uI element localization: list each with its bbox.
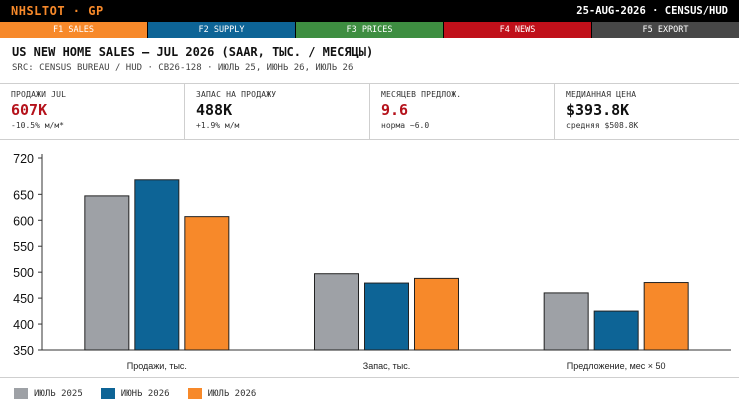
bar [414,277,459,351]
ticker-symbol: NHSLTOT · GP [11,4,104,18]
chart-legend: ИЮЛЬ 2025 ИЮНЬ 2026 ИЮЛЬ 2026 [0,377,739,409]
stat-months-supply: МЕСЯЦЕВ ПРЕДЛОЖ. 9.6 норма ~6.0 [370,84,555,139]
x-category-label: Запас, тыс. [363,361,410,371]
y-tick-label: 500 [13,266,34,280]
x-category-label: Продажи, тыс. [127,361,187,371]
legend-item: ИЮНЬ 2026 [100,388,170,399]
legend-swatch [14,388,28,399]
stat-sub: -10.5% м/м* [11,121,64,130]
legend-label: ИЮЛЬ 2025 [34,388,83,399]
fkey-sales[interactable]: F1 SALES [0,22,148,38]
fkey-supply[interactable]: F2 SUPPLY [148,22,296,38]
stat-label: МЕСЯЦЕВ ПРЕДЛОЖ. [381,90,462,99]
legend-swatch [187,388,202,399]
top-bar: NHSLTOT · GP 25-AUG-2026 · CENSUS/HUD [0,0,739,22]
bar [543,292,589,351]
stat-inventory: ЗАПАС НА ПРОДАЖУ 488K +1.9% м/м [185,84,370,139]
y-tick-label: 400 [13,318,34,332]
y-tick-label: 550 [13,240,34,254]
fkey-prices[interactable]: F3 PRICES [296,22,444,38]
legend-item: ИЮЛЬ 2026 [187,388,257,399]
stat-value: 488K [196,101,233,119]
bar-chart: 350 400 450 500 550 600 650 720 Продажи, тыс. Зап… [0,141,739,377]
stat-value: 9.6 [381,101,409,119]
bar [134,179,180,351]
stat-sub: +1.9% м/м [196,121,240,130]
legend-label: ИЮНЬ 2026 [120,388,170,399]
y-tick-label: 450 [13,292,34,306]
stat-median-price: МЕДИАННАЯ ЦЕНА $393.8K средняя $508.8K [555,84,739,139]
stat-label: ПРОДАЖИ JUL [11,90,67,99]
fkey-export[interactable]: F5 EXPORT [592,22,739,38]
bar [314,273,359,351]
y-tick-label: 650 [13,188,34,202]
page-subtitle: SRC: CENSUS BUREAU / HUD · CB26-128 · ИЮ… [12,63,354,73]
stat-value: $393.8K [566,101,630,119]
bar [364,282,409,351]
bar [593,310,639,351]
stat-label: ЗАПАС НА ПРОДАЖУ [196,90,277,99]
function-key-bar: F1 SALES F2 SUPPLY F3 PRICES F4 NEWS F5 … [0,22,739,38]
bar [184,216,230,351]
bar [643,282,689,351]
legend-item: ИЮЛЬ 2025 [14,388,83,399]
y-tick-label: 600 [13,214,34,228]
fkey-news[interactable]: F4 NEWS [444,22,592,38]
y-tick-label: 350 [13,344,34,358]
header-meta: 25-AUG-2026 · CENSUS/HUD [576,5,728,17]
stat-sub: норма ~6.0 [381,121,430,130]
stat-label: МЕДИАННАЯ ЦЕНА [566,90,637,99]
x-category-label: Предложение, мес × 50 [567,361,666,371]
page-title: US NEW HOME SALES — JUL 2026 (SAAR, ТЫС.… [12,45,374,59]
y-tick-label: 720 [13,152,34,166]
stat-value: 607K [11,101,48,119]
stat-sales: ПРОДАЖИ JUL 607K -10.5% м/м* [0,84,185,139]
stats-row: ПРОДАЖИ JUL 607K -10.5% м/м* ЗАПАС НА ПР… [0,83,739,140]
stat-sub: средняя $508.8K [566,121,639,130]
legend-swatch [100,388,115,399]
chart-svg: 350 400 450 500 550 600 650 720 Продажи, тыс. Зап… [13,152,731,371]
bar [84,195,130,351]
legend-label: ИЮЛЬ 2026 [207,388,257,399]
